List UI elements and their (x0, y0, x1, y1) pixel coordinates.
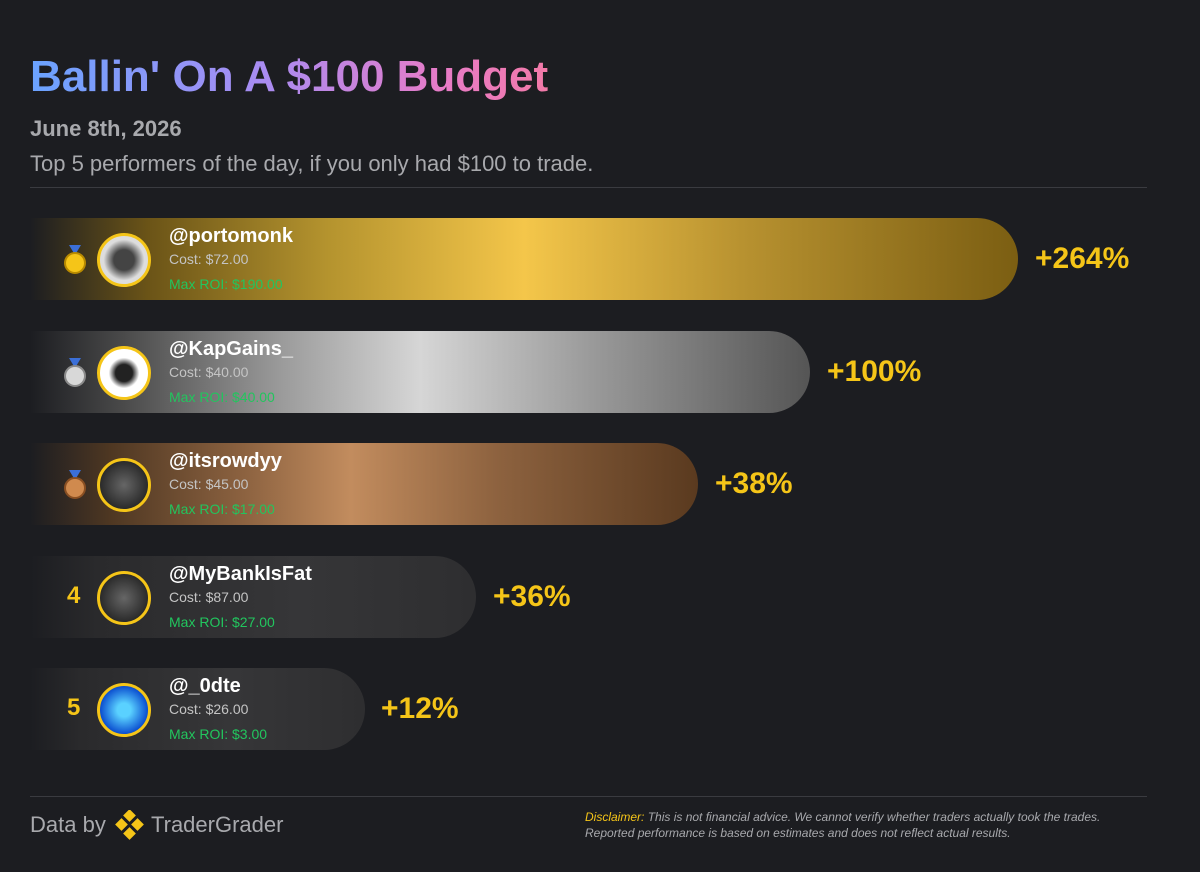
rank: 4 (67, 581, 81, 609)
avatar (97, 570, 151, 625)
leaderboard-row: 5 @_0dte Cost: $26.00 Max ROI: $3.00 +12% (30, 668, 1180, 750)
avatar (97, 458, 151, 512)
max-roi: Max ROI: $190.00 (169, 276, 283, 292)
medal-icon (64, 245, 86, 274)
gain-percent: +38% (715, 467, 793, 500)
bar (30, 668, 365, 750)
gain-percent: +36% (493, 579, 571, 613)
avatar (97, 233, 151, 287)
handle: @MyBankIsFat (169, 562, 312, 585)
cost: Cost: $45.00 (169, 476, 249, 492)
avatar (97, 345, 151, 400)
leaderboard-row: @portomonk Cost: $72.00 Max ROI: $190.00 +2… (30, 218, 1180, 300)
leaderboard-row: @KapGains_ Cost: $40.00 Max ROI: $40.00 +10… (30, 330, 1180, 413)
data-by: Data by (30, 812, 106, 837)
max-roi: Max ROI: $27.00 (169, 613, 275, 630)
gain-percent: +264% (1035, 242, 1130, 275)
leaderboard-row: @itsrowdyy Cost: $45.00 Max ROI: $17.00 +38… (30, 443, 1180, 525)
disclaimer-text: This is not financial advice. We cannot … (585, 810, 1101, 840)
date: June 8th, 2026 (30, 116, 182, 141)
rank: 5 (67, 694, 81, 721)
cost: Cost: $26.00 (169, 701, 249, 717)
gain-percent: +12% (381, 692, 459, 725)
max-roi: Max ROI: $17.00 (169, 501, 275, 517)
handle: @portomonk (169, 225, 293, 247)
leaderboard-row: 4 @MyBankIsFat Cost: $87.00 Max ROI: $27.00… (30, 555, 1180, 638)
subtitle: Top 5 performers of the day, if you only… (30, 151, 594, 176)
max-roi: Max ROI: $3.00 (169, 726, 268, 742)
gain-percent: +100% (827, 354, 922, 388)
handle: @itsrowdyy (169, 450, 282, 472)
divider (30, 187, 1147, 188)
bar (30, 330, 810, 413)
brand: TraderGrader (151, 812, 284, 837)
divider (30, 796, 1147, 797)
avatar (97, 683, 151, 737)
cost: Cost: $87.00 (169, 588, 249, 605)
handle: @KapGains_ (169, 337, 293, 360)
medal-icon (64, 357, 86, 387)
disclaimer-label: Disclaimer: (585, 810, 645, 824)
title: Ballin' On A $100 Budget (30, 52, 549, 101)
handle: @_0dte (169, 675, 241, 697)
brand-logo (115, 810, 144, 840)
medal-icon (64, 470, 86, 499)
cost: Cost: $72.00 (169, 251, 249, 267)
cost: Cost: $40.00 (169, 363, 249, 380)
disclaimer: Disclaimer: This is not financial advice… (585, 809, 1145, 841)
bar (30, 218, 1018, 300)
max-roi: Max ROI: $40.00 (169, 388, 275, 405)
